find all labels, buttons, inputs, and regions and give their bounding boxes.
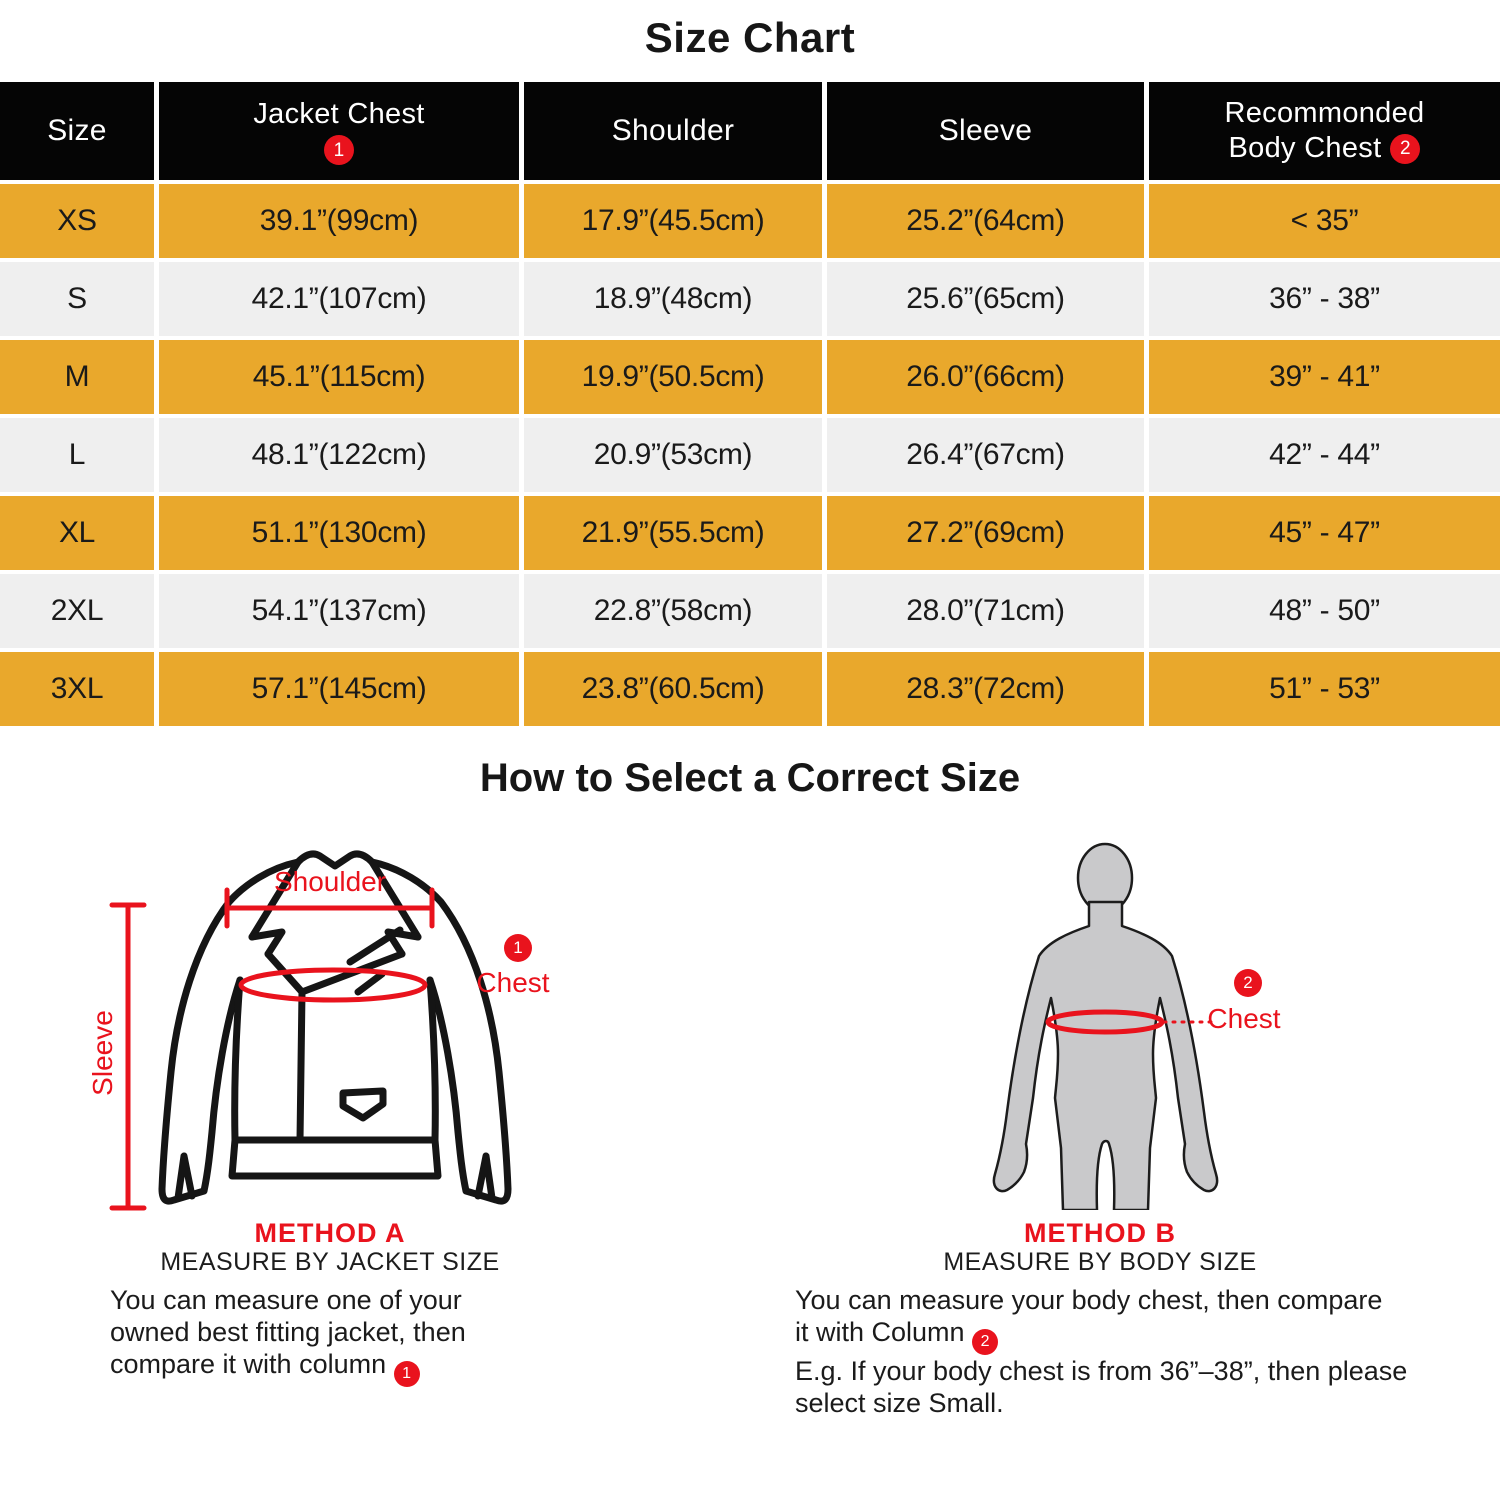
cell-jacket-chest: 57.1”(145cm) [159,652,519,726]
method-b-line2: it with Column 2 [795,1316,1475,1355]
cell-jacket-chest: 45.1”(115cm) [159,340,519,414]
inline-2-badge: 2 [972,1329,999,1355]
header-size-label: Size [47,114,107,147]
cell-body-chest: 48” - 50” [1149,574,1500,648]
column-2-badge: 2 [1390,133,1421,164]
header-cell-jacket-chest: Jacket Chest 1 [159,82,519,180]
cell-jacket-chest: 51.1”(130cm) [159,496,519,570]
header-cell-sleeve: Sleeve [827,82,1144,180]
inline-1-badge: 1 [393,1361,420,1387]
chest-measure-label-a: Chest [476,967,550,998]
cell-jacket-chest: 48.1”(122cm) [159,418,519,492]
method-a-instructions: You can measure one of your owned best f… [110,1284,540,1387]
header-body-chest-line1: Recommonded [1224,97,1425,129]
page-title: Size Chart [644,14,856,61]
shoulder-measure-label: Shoulder [273,866,387,897]
column-1-badge: 1 [324,135,354,165]
jacket-measure-diagram [109,850,512,1211]
method-a-line1: You can measure one of your [110,1285,462,1315]
method-b-instructions: You can measure your body chest, then co… [795,1284,1475,1419]
cell-sleeve: 25.2”(64cm) [827,184,1144,258]
cell-sleeve: 26.4”(67cm) [827,418,1144,492]
cell-sleeve: 26.0”(66cm) [827,340,1144,414]
cell-body-chest: 42” - 44” [1149,418,1500,492]
cell-size: XS [0,184,154,258]
cell-sleeve: 25.6”(65cm) [827,262,1144,336]
cell-size: 2XL [0,574,154,648]
method-a-line2: owned best fitting jacket, then [110,1317,466,1347]
cell-shoulder: 19.9”(50.5cm) [524,340,822,414]
method-a-line3-text: compare it with column [110,1349,387,1379]
cell-body-chest: 36” - 38” [1149,262,1500,336]
method-b-line2-text: it with Column [795,1317,965,1347]
cell-shoulder: 22.8”(58cm) [524,574,822,648]
cell-size: L [0,418,154,492]
cell-jacket-chest: 54.1”(137cm) [159,574,519,648]
cell-size: XL [0,496,154,570]
cell-jacket-chest: 42.1”(107cm) [159,262,519,336]
cell-body-chest: 45” - 47” [1149,496,1500,570]
header-sleeve-label: Sleeve [938,114,1033,147]
cell-shoulder: 17.9”(45.5cm) [524,184,822,258]
method-b-heading: METHOD B [1024,1218,1176,1248]
cell-size: 3XL [0,652,154,726]
method-b-line3: E.g. If your body chest is from 36”–38”,… [795,1356,1408,1386]
header-jacket-chest-label: Jacket Chest [253,98,425,130]
size-table: Size Jacket Chest 1 Shoulder Sleeve Reco… [0,82,1500,726]
cell-size: M [0,340,154,414]
header-body-chest-line2: Body Chest [1228,132,1382,164]
method-a-subheading: MEASURE BY JACKET SIZE [160,1248,500,1276]
method-b-line4: select size Small. [795,1388,1004,1418]
header-cell-size: Size [0,82,154,180]
cell-sleeve: 27.2”(69cm) [827,496,1144,570]
body-measure-diagram [992,842,1219,1210]
section-title: How to Select a Correct Size [479,756,1021,800]
header-cell-body-chest: Recommonded Body Chest 2 [1149,82,1500,180]
cell-shoulder: 23.8”(60.5cm) [524,652,822,726]
cell-body-chest: < 35” [1149,184,1500,258]
body-torso [992,900,1219,1210]
header-cell-shoulder: Shoulder [524,82,822,180]
chest-measure-label-b: Chest [1207,1003,1281,1034]
cell-jacket-chest: 39.1”(99cm) [159,184,519,258]
cell-shoulder: 20.9”(53cm) [524,418,822,492]
cell-shoulder: 18.9”(48cm) [524,262,822,336]
cell-body-chest: 51” - 53” [1149,652,1500,726]
header-shoulder-label: Shoulder [611,114,735,147]
chest-2-badge: 2 [1234,969,1262,997]
method-a-heading: METHOD A [254,1218,406,1248]
cell-sleeve: 28.3”(72cm) [827,652,1144,726]
chest-1-badge: 1 [504,934,532,962]
method-b-line1: You can measure your body chest, then co… [795,1285,1383,1315]
cell-sleeve: 28.0”(71cm) [827,574,1144,648]
cell-shoulder: 21.9”(55.5cm) [524,496,822,570]
cell-body-chest: 39” - 41” [1149,340,1500,414]
sleeve-measure-label: Sleeve [87,1010,118,1096]
cell-size: S [0,262,154,336]
method-a-line3: compare it with column 1 [110,1348,540,1387]
method-b-subheading: MEASURE BY BODY SIZE [943,1248,1257,1276]
